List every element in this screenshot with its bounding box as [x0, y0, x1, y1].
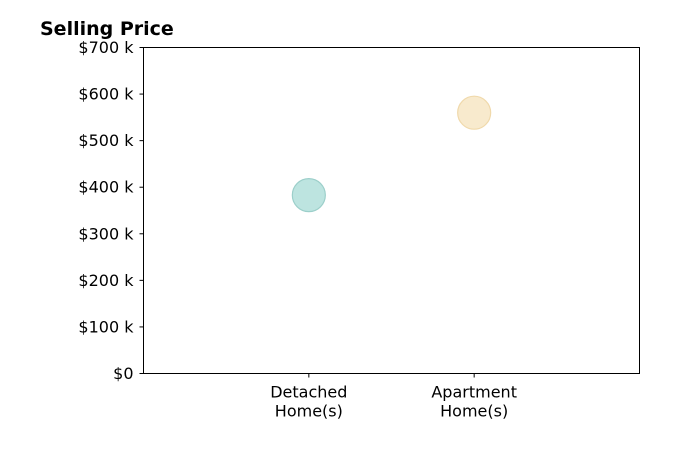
- x-tick-label-line: Home(s): [440, 402, 508, 421]
- x-tick-label: Apartment Home(s): [431, 383, 517, 421]
- y-axis: $0 $100 k $200 k $300 k $400 k $500 k $600 k $7…: [78, 38, 144, 383]
- data-point: [291, 178, 326, 213]
- data-point: [457, 95, 492, 130]
- y-tick-label: $200 k: [78, 271, 134, 290]
- y-tick-label: $400 k: [78, 178, 134, 197]
- y-tick-label: $0: [113, 364, 133, 383]
- y-tick-label: $600 k: [78, 85, 134, 104]
- data-points: [291, 95, 492, 213]
- chart-title: Selling Price: [40, 18, 174, 40]
- y-tick-label: $300 k: [78, 224, 134, 243]
- x-tick-label-line: Apartment: [431, 383, 517, 402]
- y-tick-label: $100 k: [78, 317, 134, 336]
- y-tick-label: $500 k: [78, 131, 134, 150]
- x-tick-label-line: Home(s): [275, 402, 343, 421]
- plot-area-frame: [143, 47, 640, 374]
- x-tick-label-line: Detached: [270, 383, 347, 402]
- y-tick-label: $700 k: [78, 38, 134, 57]
- x-axis: Detached Home(s)Apartment Home(s): [270, 373, 517, 421]
- x-tick-label: Detached Home(s): [270, 383, 347, 421]
